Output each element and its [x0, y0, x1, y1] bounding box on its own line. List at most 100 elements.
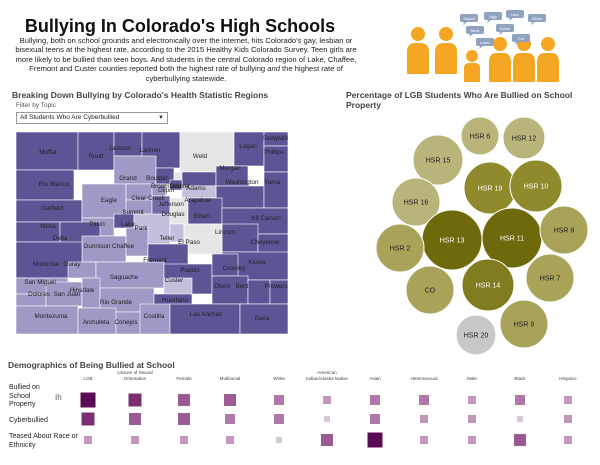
- heatmap-cell[interactable]: [128, 393, 142, 407]
- heatmap-cell[interactable]: [564, 415, 572, 423]
- county-label: Custer: [165, 277, 184, 284]
- heatmap-cell[interactable]: [419, 395, 429, 405]
- heatmap-cell[interactable]: [468, 396, 476, 404]
- heatmap-cell[interactable]: [178, 413, 190, 425]
- county-region-montrose[interactable]: [16, 241, 83, 279]
- bubble-hsr-16[interactable]: HSR 16: [391, 177, 441, 227]
- county-region-weld[interactable]: [179, 132, 235, 173]
- column-header: Unsure of Sexual: [117, 370, 152, 375]
- bubble-hsr-13[interactable]: HSR 13: [421, 209, 483, 271]
- county-label: Park: [135, 225, 149, 232]
- county-label: Sedgwick: [263, 135, 288, 142]
- heatmap-cell[interactable]: [420, 436, 428, 444]
- county-label: San Miguel: [24, 279, 56, 286]
- heatmap-cell[interactable]: [370, 414, 380, 424]
- county-label: Weld: [193, 153, 208, 160]
- bubble-hsr-15[interactable]: HSR 15: [412, 134, 464, 186]
- heatmap-cell[interactable]: [514, 434, 526, 446]
- heatmap-cell[interactable]: [131, 436, 139, 444]
- bubble-hsr-20[interactable]: HSR 20: [455, 314, 497, 356]
- county-region-grand[interactable]: [113, 155, 157, 185]
- county-label: Hinsdale: [70, 287, 95, 294]
- county-region-baca[interactable]: [239, 303, 288, 334]
- heatmap-cell[interactable]: [323, 396, 331, 404]
- speech-word: Ugly: [489, 14, 497, 19]
- chart-type-icon[interactable]: Ih: [55, 393, 62, 402]
- county-region-lincoln[interactable]: [221, 223, 259, 253]
- bubble-hsr-2[interactable]: HSR 2: [375, 223, 425, 273]
- column-header: Heterosexual: [410, 376, 437, 381]
- county-region-logan[interactable]: [233, 132, 265, 167]
- speech-word: Dumb: [500, 26, 511, 31]
- county-label: Phillips: [264, 149, 284, 156]
- county-region-otero[interactable]: [211, 275, 249, 305]
- bubble-hsr-10[interactable]: HSR 10: [509, 159, 563, 213]
- speech-bubble: Idiot: [506, 10, 524, 21]
- heatmap-cell[interactable]: [321, 434, 333, 446]
- heatmap-cell[interactable]: [224, 394, 236, 406]
- county-region-archuleta[interactable]: [77, 307, 117, 334]
- heatmap-cell[interactable]: [468, 436, 476, 444]
- bubble-hsr-6[interactable]: HSR 6: [460, 116, 500, 156]
- column-header: Asian: [369, 376, 381, 381]
- county-region-montezuma[interactable]: [16, 305, 79, 334]
- bubble-hsr-7[interactable]: HSR 7: [525, 253, 575, 303]
- heatmap-cell[interactable]: [564, 396, 572, 404]
- county-region-denver[interactable]: [169, 179, 183, 191]
- heatmap-cell[interactable]: [276, 437, 282, 443]
- county-region-phillips[interactable]: [263, 145, 288, 173]
- bubble-hsr-12[interactable]: HSR 12: [502, 116, 546, 160]
- county-label: Montezuma: [35, 313, 68, 320]
- county-region-saguache[interactable]: [95, 261, 165, 289]
- heatmap-cell[interactable]: [81, 412, 95, 426]
- county-region-jackson[interactable]: [113, 132, 143, 157]
- county-label: Denver: [170, 183, 190, 190]
- bubble-hsr-14[interactable]: HSR 14: [461, 258, 515, 312]
- bubble-co[interactable]: CO: [405, 265, 455, 315]
- heatmap-cell[interactable]: [564, 436, 572, 444]
- heatmap-cell[interactable]: [180, 436, 188, 444]
- heatmap-cell[interactable]: [225, 414, 235, 424]
- heatmap-cell[interactable]: [84, 436, 92, 444]
- speech-bubble: Loser: [476, 38, 494, 49]
- county-region-broomfield[interactable]: [173, 171, 183, 181]
- county-region-las-animas[interactable]: [169, 303, 241, 334]
- heatmap-cell[interactable]: [370, 395, 380, 405]
- chevron-down-icon: ▼: [158, 115, 164, 121]
- heatmap-cell[interactable]: [367, 432, 383, 448]
- county-region-yuma[interactable]: [263, 171, 288, 209]
- county-label: Yuma: [264, 179, 281, 186]
- bubble-label: HSR 13: [440, 238, 465, 245]
- topic-filter-dropdown[interactable]: All Students Who Are Cyberbullied ▼: [16, 112, 168, 124]
- heatmap-cell[interactable]: [274, 395, 284, 405]
- speech-bubble: Dumb: [496, 24, 514, 35]
- county-label: Huerfano: [162, 297, 188, 304]
- heatmap-cell[interactable]: [129, 413, 141, 425]
- heatmap-cell[interactable]: [420, 415, 428, 423]
- heatmap-cell[interactable]: [468, 415, 476, 423]
- county-label: Cheyenne: [251, 239, 280, 246]
- heatmap-cell[interactable]: [80, 392, 96, 408]
- heatmap-cell[interactable]: [324, 416, 330, 422]
- bubble-label: HSR 16: [404, 200, 429, 207]
- heatmap-cell[interactable]: [178, 394, 190, 406]
- heatmap-cell[interactable]: [515, 395, 525, 405]
- lgb-bubble-chart[interactable]: HSR 6 HSR 12 HSR 15 HSR 19 HSR 10 HSR 16 HSR 1…: [366, 108, 592, 358]
- county-region-routt[interactable]: [77, 132, 115, 171]
- heatmap-cell[interactable]: [226, 436, 234, 444]
- county-region-elbert[interactable]: [187, 197, 223, 225]
- person-icon: [537, 37, 559, 82]
- heatmap-cell[interactable]: [274, 414, 284, 424]
- bubble-hsr-19[interactable]: HSR 19: [463, 161, 517, 215]
- county-region-chaffee[interactable]: [125, 227, 149, 257]
- county-label: Chaffee: [112, 243, 134, 250]
- county-region-washington[interactable]: [215, 185, 265, 209]
- county-region-el-paso[interactable]: [183, 223, 223, 255]
- bubble-hsr-9[interactable]: HSR 9: [499, 299, 549, 349]
- bubble-hsr-8[interactable]: HSR 8: [539, 205, 589, 255]
- row-label-teased: Teased About Race or Ethnicity: [9, 433, 78, 449]
- heatmap-cell[interactable]: [517, 416, 523, 422]
- county-label: Baca: [255, 315, 270, 322]
- colorado-region-map[interactable]: Moffat Routt Jackson Larimer Weld Logan Sedgwi…: [16, 132, 288, 334]
